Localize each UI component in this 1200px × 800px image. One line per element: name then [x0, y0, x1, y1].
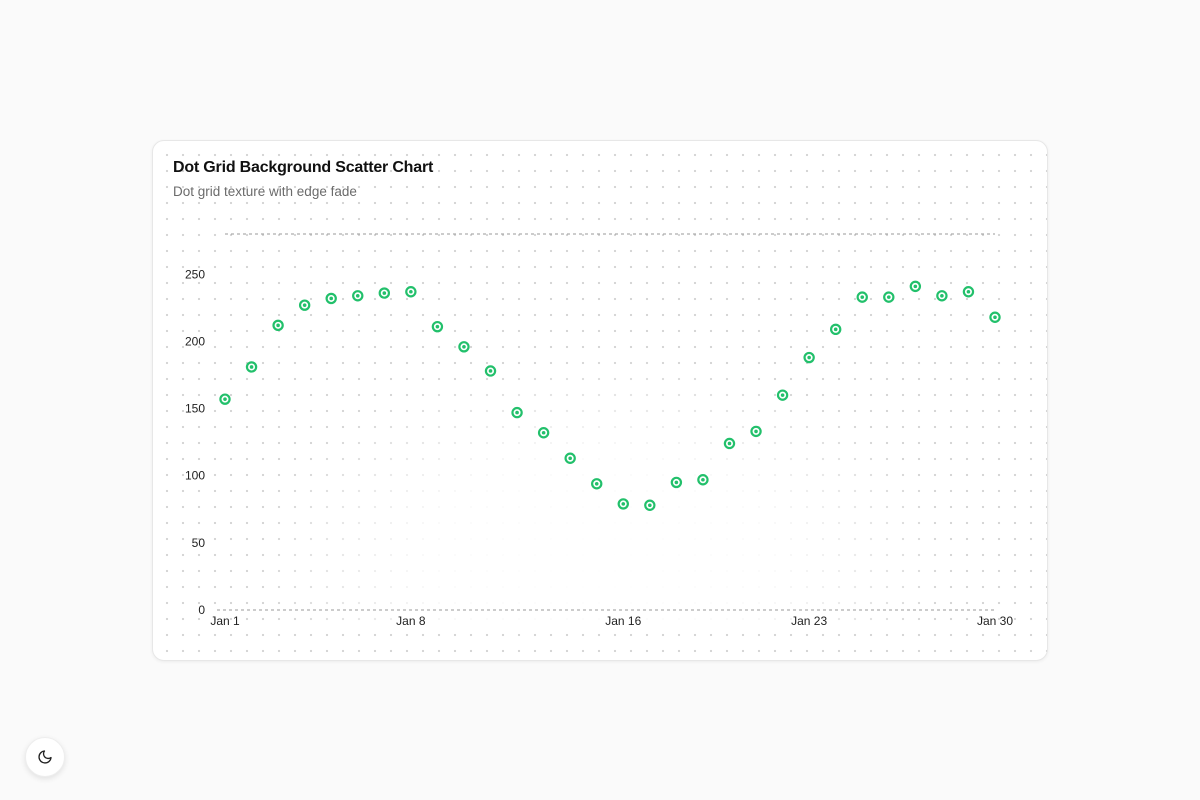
data-point-center: [382, 291, 387, 295]
y-tick-label: 200: [185, 334, 205, 348]
scatter-plot: 0 50 100 150 200 250 Jan 1 Jan 8 Jan 16 Jan 23 Jan…: [185, 233, 1013, 628]
data-point-center: [833, 327, 838, 332]
theme-toggle-button[interactable]: [25, 737, 65, 777]
data-point-center: [940, 293, 944, 298]
data-point-center: [621, 502, 626, 506]
data-point-center: [648, 503, 652, 508]
data-point-center: [355, 293, 360, 298]
data-point-center: [674, 480, 679, 485]
data-point-center: [302, 303, 307, 307]
data-point-center: [594, 481, 599, 486]
data-point-center: [993, 315, 997, 320]
moon-icon: [37, 749, 53, 765]
data-point-center: [488, 369, 493, 373]
data-point-center: [249, 365, 254, 369]
y-tick-label: 150: [185, 402, 205, 416]
y-tick-label: 0: [198, 603, 205, 617]
data-point-center: [568, 456, 572, 461]
x-tick-label: Jan 8: [396, 614, 426, 628]
chart-subtitle: Dot grid texture with edge fade: [173, 184, 357, 199]
chart-card: Dot Grid Background Scatter Chart Dot gr…: [152, 140, 1048, 661]
y-tick-label: 250: [185, 267, 205, 281]
x-tick-label: Jan 30: [977, 614, 1013, 628]
data-point-center: [223, 397, 227, 401]
data-point-center: [807, 355, 811, 360]
y-tick-label: 100: [185, 469, 205, 483]
data-point-center: [966, 289, 971, 294]
data-point-center: [701, 477, 705, 482]
x-tick-label: Jan 16: [605, 614, 641, 628]
y-tick-label: 50: [192, 536, 206, 550]
data-point-center: [754, 429, 758, 434]
x-tick-label: Jan 23: [791, 614, 827, 628]
data-point-center: [727, 441, 732, 446]
chart-title: Dot Grid Background Scatter Chart: [173, 159, 434, 176]
data-point-center: [860, 295, 865, 299]
data-point-center: [913, 284, 918, 289]
data-point-center: [329, 296, 334, 301]
data-point-center: [515, 410, 519, 415]
data-point-center: [435, 324, 440, 329]
data-point-center: [409, 289, 413, 294]
data-point-center: [462, 345, 466, 349]
data-point-center: [886, 295, 891, 299]
data-point-center: [541, 430, 546, 435]
x-tick-label: Jan 1: [210, 614, 240, 628]
data-point-center: [276, 323, 280, 328]
data-point-center: [780, 393, 785, 397]
